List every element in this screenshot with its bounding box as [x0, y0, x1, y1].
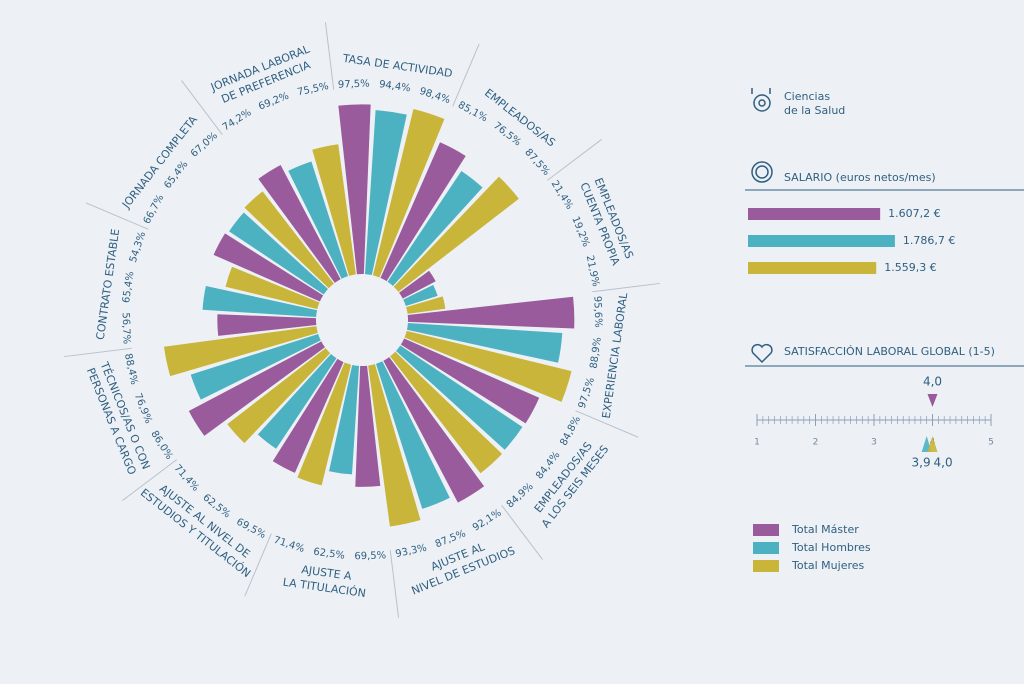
- value-label: 65,4%: [121, 271, 136, 304]
- legend-swatch: [753, 542, 779, 554]
- bar: [202, 285, 318, 318]
- bar: [380, 142, 466, 282]
- salary-title: SALARIO (euros netos/mes): [784, 171, 936, 184]
- separator: [575, 410, 639, 438]
- separator: [546, 139, 602, 181]
- value-label: 97,5%: [338, 79, 370, 91]
- field-name: de la Salud: [784, 104, 845, 117]
- salary-bar: [748, 235, 895, 247]
- value-label: 88,9%: [589, 336, 604, 369]
- bar: [244, 191, 334, 289]
- salary-label: 1.607,2 €: [888, 207, 940, 220]
- field-name: Ciencias: [784, 90, 830, 103]
- separator: [85, 202, 149, 230]
- legend-label: Total Mujeres: [791, 559, 865, 572]
- bar: [406, 322, 563, 363]
- separator: [122, 459, 178, 501]
- bar: [297, 362, 352, 486]
- bar: [383, 357, 485, 503]
- bar: [288, 161, 349, 279]
- marker-label: 3,9: [912, 456, 931, 470]
- euro-icon: [751, 161, 773, 183]
- tick-label: 1: [754, 438, 760, 448]
- bar: [329, 364, 360, 475]
- marker-label: 4,0: [934, 456, 953, 470]
- heart-icon: [751, 343, 773, 364]
- separator: [501, 504, 543, 560]
- field-icon: [751, 88, 771, 112]
- separator: [592, 282, 660, 293]
- separator: [324, 22, 335, 90]
- bar: [190, 333, 321, 400]
- bar: [257, 354, 337, 449]
- value-label: 56,7%: [120, 312, 132, 344]
- bar: [403, 284, 438, 307]
- salary-bar: [748, 262, 877, 274]
- bar: [390, 351, 503, 474]
- legend-label: Total Hombres: [791, 541, 871, 554]
- bar: [368, 364, 421, 527]
- bar: [372, 108, 445, 278]
- tick-label: 5: [988, 438, 994, 448]
- separator: [244, 533, 272, 597]
- bar: [338, 104, 371, 275]
- tick-label: 2: [813, 438, 819, 448]
- bar: [364, 110, 407, 276]
- bar: [258, 164, 341, 283]
- bar: [163, 326, 318, 377]
- salary-label: 1.559,3 €: [884, 261, 936, 274]
- separator: [64, 347, 132, 358]
- value-label: 62,5%: [313, 547, 346, 562]
- marker-label: 4,0: [923, 375, 942, 389]
- bar: [229, 212, 328, 295]
- bar: [375, 361, 450, 509]
- bar: [406, 296, 446, 314]
- bar: [225, 266, 320, 310]
- bar: [393, 176, 519, 292]
- satisfaction-title: SATISFACCIÓN LABORAL GLOBAL (1-5): [784, 345, 995, 358]
- bar: [312, 144, 356, 276]
- bar: [396, 345, 523, 450]
- bar: [355, 365, 381, 487]
- tick-label: 3: [871, 438, 877, 448]
- value-label: 95,6%: [591, 296, 603, 328]
- bar: [213, 233, 324, 302]
- bar: [387, 170, 483, 286]
- separator: [389, 550, 400, 618]
- legend-swatch: [753, 524, 779, 536]
- bar: [272, 358, 344, 473]
- bar: [227, 348, 331, 444]
- bar: [399, 270, 436, 299]
- marker: [927, 394, 938, 407]
- marker: [927, 436, 938, 452]
- bar: [400, 338, 540, 424]
- salary-bar: [748, 208, 881, 220]
- bar: [407, 296, 575, 329]
- legend-swatch: [753, 560, 779, 572]
- separator: [452, 43, 480, 107]
- bar: [188, 341, 325, 436]
- value-label: 94,4%: [378, 79, 411, 94]
- legend-label: Total Máster: [791, 523, 859, 536]
- bar: [404, 330, 572, 402]
- separator: [181, 80, 223, 136]
- value-label: 69,5%: [354, 550, 386, 562]
- bar: [217, 314, 317, 336]
- salary-label: 1.786,7 €: [903, 234, 955, 247]
